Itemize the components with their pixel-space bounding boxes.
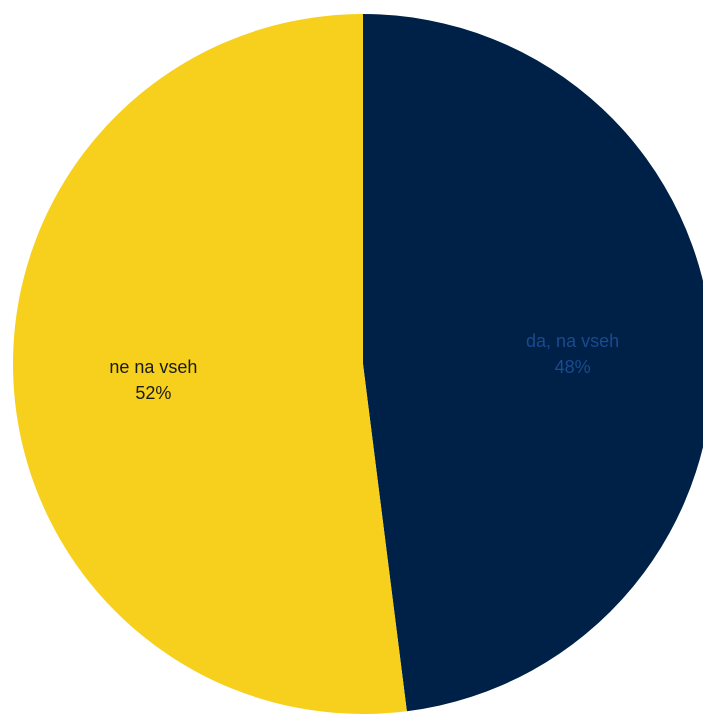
pie-slices bbox=[13, 14, 703, 714]
slice-percent-1: 52% bbox=[135, 383, 171, 403]
slice-label-1: ne na vseh bbox=[109, 357, 197, 377]
pie-slice-0 bbox=[363, 14, 703, 712]
slice-percent-0: 48% bbox=[555, 357, 591, 377]
pie-slice-1 bbox=[13, 14, 407, 714]
slice-label-0: da, na vseh bbox=[526, 331, 619, 351]
pie-labels: da, na vseh 48% ne na vseh 52% bbox=[109, 331, 619, 403]
